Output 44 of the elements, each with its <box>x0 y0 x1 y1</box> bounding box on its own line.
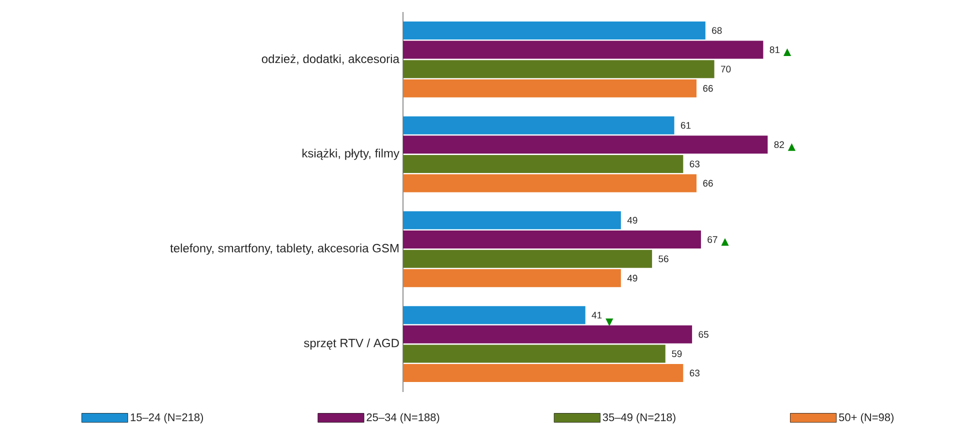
y-tick-label: książki, płyty, filmy <box>302 148 400 160</box>
y-tick-label: sprzęt RTV / AGD <box>304 338 399 350</box>
data-label: 66 <box>703 85 713 92</box>
bar <box>403 60 714 78</box>
bar <box>403 306 586 324</box>
bar <box>403 79 697 98</box>
y-tick-label: telefony, smartfony, tablety, akcesoria GSM <box>170 244 398 255</box>
data-label: 63 <box>690 160 700 168</box>
bar <box>403 21 706 40</box>
legend-label: 35–49 (N=218) <box>602 413 676 424</box>
bar <box>403 40 764 59</box>
data-label: 41 <box>592 312 602 318</box>
bar <box>403 364 684 382</box>
bar <box>403 211 621 230</box>
legend-label: 15–24 (N=218) <box>130 413 204 424</box>
bar <box>403 344 666 363</box>
annotation: ▲ <box>788 143 796 151</box>
annotation: ▲ <box>721 238 729 246</box>
bar <box>403 174 697 192</box>
bar <box>403 325 692 344</box>
bar <box>403 154 684 173</box>
data-label: 66 <box>703 180 713 187</box>
bar <box>403 116 674 134</box>
bar <box>403 136 768 154</box>
legend-label: 25–34 (N=188) <box>366 413 440 424</box>
y-tick-label: odzież, dodatki, akcesoria <box>262 54 400 65</box>
bar <box>403 230 701 249</box>
data-label: 63 <box>690 370 700 376</box>
bar <box>403 269 621 288</box>
legend-label: 50+ (N=98) <box>839 413 894 424</box>
data-label: 65 <box>698 331 708 338</box>
data-label: 49 <box>627 274 638 282</box>
data-label: 81 <box>770 46 780 54</box>
annotation: ▲ <box>783 48 792 56</box>
data-label: 67 <box>708 236 718 243</box>
data-label: 68 <box>712 27 722 34</box>
data-label: 70 <box>720 66 731 72</box>
bar <box>403 250 652 268</box>
data-label: 59 <box>672 350 682 358</box>
data-label: 56 <box>658 255 668 262</box>
data-label: 82 <box>774 141 784 148</box>
annotation: ▼ <box>606 318 614 326</box>
data-label: 49 <box>627 216 638 224</box>
data-label: 61 <box>680 122 691 129</box>
